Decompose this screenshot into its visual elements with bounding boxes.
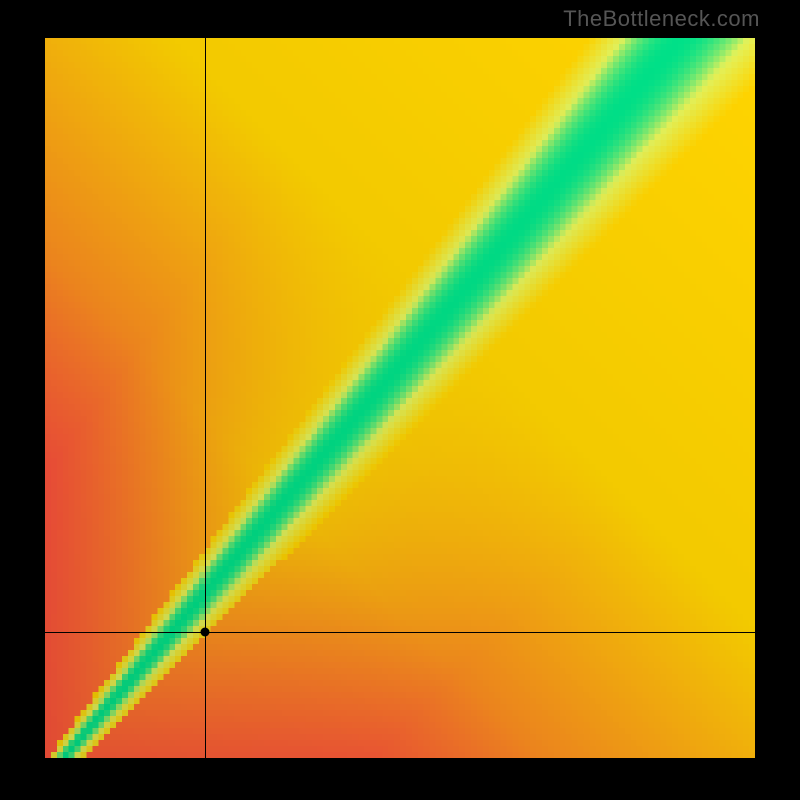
heatmap-canvas xyxy=(45,38,755,758)
bottleneck-heatmap xyxy=(45,38,755,758)
crosshair-horizontal xyxy=(45,632,755,633)
watermark-text: TheBottleneck.com xyxy=(563,6,760,32)
crosshair-vertical xyxy=(205,38,206,758)
crosshair-marker xyxy=(200,628,209,637)
